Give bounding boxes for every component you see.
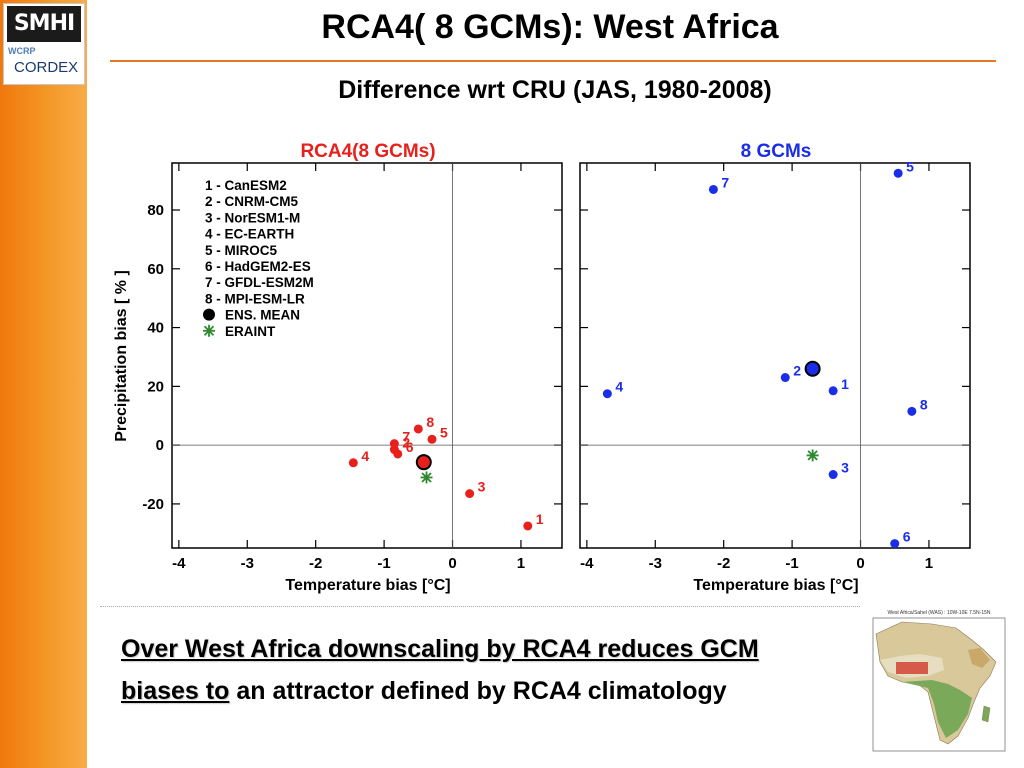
y-tick-label: -20 [142, 496, 164, 513]
legend-entry: 7 - GFDL-ESM2M [205, 275, 314, 290]
data-point-label: 4 [361, 448, 369, 464]
x-tick-label: -4 [580, 555, 594, 572]
data-point-label: 2 [402, 435, 410, 451]
data-point-label: 2 [793, 363, 801, 379]
x-axis-label: Temperature bias [°C] [693, 577, 858, 594]
data-point-label: 3 [841, 460, 849, 476]
x-tick-label: 1 [517, 555, 525, 572]
orange-sidebar: SMHI WCRP CORDEX [0, 0, 87, 768]
data-point-label: 3 [478, 479, 486, 495]
data-point [890, 539, 900, 549]
chart-title: RCA4(8 GCMs) [300, 141, 435, 162]
summary-rest: an attractor defined by RCA4 climatology [229, 677, 727, 705]
legend-entry: 3 - NorESM1-M [205, 210, 300, 225]
data-point-label: 1 [841, 376, 849, 392]
legend-entry: 6 - HadGEM2-ES [205, 259, 311, 274]
data-point [828, 470, 838, 480]
eraint-point [420, 471, 433, 484]
africa-map-icon [872, 617, 1006, 752]
data-point [427, 434, 437, 444]
x-tick-label: -3 [649, 555, 662, 572]
data-point-label: 8 [920, 396, 928, 412]
reference-lines [580, 163, 970, 548]
x-tick-label: -4 [172, 555, 186, 572]
data-point-label: 5 [440, 424, 448, 440]
data-point [907, 406, 917, 416]
summary-highlight: Over West Africa downscaling by RCA4 red… [121, 635, 759, 705]
data-points: 1 2 3 4 5 678 [348, 414, 544, 531]
data-point-label: 8 [426, 414, 434, 430]
legend-entry: 1 - CanESM2 [205, 178, 287, 193]
plot-frame [579, 162, 971, 549]
chart-title: 8 GCMs [741, 141, 812, 162]
y-tick-label: 80 [147, 202, 164, 219]
ensemble-mean-point [415, 454, 432, 471]
data-point-label: 5 [906, 158, 914, 174]
x-tick-label: 1 [925, 555, 933, 572]
axis-ticks: -4 -3 -2 -1 0 1 [580, 163, 970, 572]
plot-frame [171, 162, 563, 549]
legend-entry: 5 - MIROC5 [205, 243, 278, 258]
y-tick-label: 0 [156, 437, 164, 454]
data-point [828, 386, 838, 396]
inset-map: West Africa/Sahel (WAS) : 10W-10E 7.5N-1… [872, 610, 1006, 752]
data-point-label: 6 [406, 439, 414, 455]
cordex-logo: CORDEX [14, 59, 79, 76]
data-point [465, 489, 475, 499]
x-tick-label: -3 [241, 555, 254, 572]
data-point [780, 373, 790, 383]
legend-entry: ERAINT [225, 324, 276, 339]
ensemble-mean-point [804, 360, 821, 377]
legend-entry: 4 - EC-EARTH [205, 227, 294, 242]
slide-subtitle: Difference wrt CRU (JAS, 1980-2008) [338, 76, 772, 104]
data-point-label: 1 [536, 511, 544, 527]
chart-panel-gcms: 8 GCMs Temperature bias [°C] -4 -3 -2 -1 0 1 … [579, 141, 971, 594]
region-box [896, 662, 928, 674]
data-point [893, 168, 903, 178]
y-axis-label: Precipitation bias [ % ] [113, 270, 130, 442]
summary-text: Over West Africa downscaling by RCA4 red… [121, 628, 821, 712]
x-tick-label: 0 [448, 555, 456, 572]
data-point [389, 439, 399, 449]
data-point-label: 7 [721, 174, 729, 190]
title-divider [110, 60, 996, 62]
axis-ticks: -4 -3 -2 -1 0 1 -20 0 20 40 60 80 [142, 163, 562, 572]
data-point [393, 449, 403, 459]
x-tick-label: 0 [856, 555, 864, 572]
chart-panel-rca4: RCA4(8 GCMs) Temperature bias [°C] Preci… [113, 141, 563, 594]
data-point-label: 7 [402, 429, 410, 445]
legend-ens-mean-marker [203, 308, 215, 321]
data-point [602, 389, 612, 399]
data-point [348, 458, 358, 468]
y-tick-label: 20 [147, 378, 164, 395]
data-points: 1 2 3 4 5 6 7 8 [602, 158, 928, 549]
data-point-label: 6 [903, 529, 911, 545]
x-axis-label: Temperature bias [°C] [285, 577, 450, 594]
legend-entry: 2 - CNRM-CM5 [205, 194, 298, 209]
wcrp-logo: WCRP [8, 46, 36, 56]
reference-lines [172, 163, 562, 548]
eraint-point [806, 449, 819, 462]
x-tick-label: -2 [309, 555, 322, 572]
data-point [413, 424, 423, 434]
x-tick-label: -1 [785, 555, 798, 572]
data-point [523, 521, 533, 531]
y-tick-label: 60 [147, 261, 164, 278]
smhi-logo: SMHI [7, 6, 81, 42]
y-tick-label: 40 [147, 320, 164, 337]
data-point-label: 4 [615, 379, 623, 395]
legend-entry: ENS. MEAN [225, 308, 300, 323]
inset-map-title: West Africa/Sahel (WAS) : 10W-10E 7.5N-1… [887, 610, 991, 616]
x-tick-label: -2 [717, 555, 730, 572]
legend-eraint-marker [203, 324, 215, 337]
slide-title: RCA4( 8 GCMs): West Africa [321, 8, 779, 46]
x-tick-label: -1 [377, 555, 390, 572]
logo-panel: SMHI WCRP CORDEX [3, 3, 85, 85]
data-point [708, 184, 718, 194]
legend-entry: 8 - MPI-ESM-LR [205, 291, 305, 306]
bottom-divider [100, 606, 860, 607]
